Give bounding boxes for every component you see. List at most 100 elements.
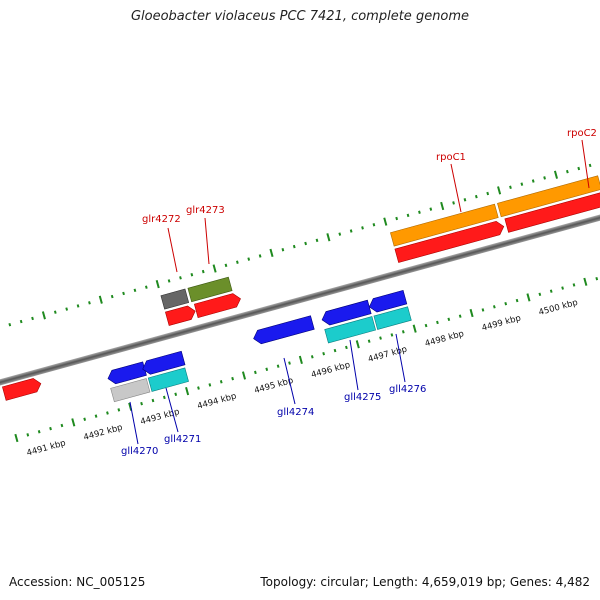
- minor-tick: [265, 367, 269, 371]
- gene-block-cyan[interactable]: [373, 306, 412, 330]
- major-tick: [71, 418, 76, 427]
- minor-tick: [140, 401, 143, 406]
- minor-tick: [504, 301, 508, 306]
- leader-line-forward: [204, 217, 210, 265]
- topology-text: Topology: circular; Length: 4,659,019 bp…: [260, 575, 590, 589]
- gene-block-cyan[interactable]: [324, 316, 377, 344]
- minor-tick: [315, 238, 319, 243]
- major-tick: [241, 371, 247, 380]
- minor-tick: [429, 207, 433, 211]
- kbp-label: 4500 kbp: [538, 298, 579, 318]
- gene-labels: glr4272 glr4273 rpoC1 rpoC2 gll4270 gll4…: [121, 128, 597, 457]
- kbp-label: 4496 kbp: [310, 360, 351, 380]
- minor-tick: [372, 223, 376, 227]
- minor-tick: [201, 269, 205, 274]
- major-tick: [269, 248, 274, 257]
- major-tick: [98, 295, 103, 304]
- minor-tick: [395, 216, 399, 221]
- gene-arrow-blue[interactable]: [320, 299, 372, 326]
- kbp-label: 4491 kbp: [26, 438, 67, 458]
- major-tick: [155, 279, 160, 289]
- gene-leader-lines: [129, 139, 590, 445]
- minor-tick: [247, 257, 251, 261]
- major-tick: [497, 186, 502, 195]
- gene-arrow-red[interactable]: [394, 220, 506, 263]
- minor-tick: [31, 316, 34, 321]
- gene-block-lightgray[interactable]: [110, 378, 151, 403]
- gene-label-glr4272[interactable]: glr4272: [142, 214, 181, 225]
- gene-label-gll4274[interactable]: gll4274: [277, 407, 314, 418]
- gene-block-olive[interactable]: [187, 276, 233, 303]
- minor-tick: [361, 226, 364, 230]
- leader-line-forward: [581, 139, 590, 189]
- major-tick: [526, 293, 531, 302]
- minor-tick: [258, 254, 262, 258]
- minor-tick: [418, 210, 421, 214]
- minor-tick: [424, 323, 428, 328]
- gene-label-gll4276[interactable]: gll4276: [389, 384, 426, 395]
- kbp-label: 4492 kbp: [83, 423, 124, 443]
- gene-block-orange[interactable]: [390, 203, 499, 247]
- gene-block-cyan[interactable]: [147, 367, 189, 392]
- map-title: Gloeobacter violaceus PCC 7421, complete…: [130, 9, 470, 24]
- minor-tick: [588, 163, 592, 168]
- leader-line-reverse: [165, 387, 179, 433]
- genome-backbone: [0, 164, 600, 436]
- minor-tick: [174, 392, 178, 396]
- minor-tick: [83, 417, 87, 421]
- forward-features: [2, 175, 600, 401]
- minor-tick: [110, 294, 114, 299]
- gene-arrow-blue[interactable]: [106, 361, 147, 386]
- leader-line-reverse: [395, 333, 406, 383]
- major-tick: [583, 277, 588, 286]
- minor-tick: [481, 308, 485, 312]
- minor-tick: [53, 310, 57, 314]
- minor-tick: [447, 317, 451, 322]
- minor-tick: [151, 398, 155, 403]
- minor-tick: [162, 395, 166, 400]
- minor-tick: [538, 292, 542, 297]
- minor-tick: [133, 288, 137, 293]
- gene-label-glr4273[interactable]: glr4273: [186, 205, 225, 216]
- gene-label-rpoC2[interactable]: rpoC2: [567, 128, 597, 139]
- gene-arrow-blue[interactable]: [252, 315, 315, 346]
- minor-tick: [26, 433, 30, 437]
- gene-label-rpoC1[interactable]: rpoC1: [436, 152, 466, 163]
- gene-arrow-red[interactable]: [193, 292, 242, 318]
- minor-tick: [515, 298, 519, 303]
- minor-tick: [179, 276, 182, 280]
- minor-tick: [572, 283, 576, 287]
- minor-tick: [8, 322, 12, 327]
- minor-tick: [94, 414, 98, 418]
- gene-block-gray[interactable]: [160, 288, 190, 310]
- gene-label-gll4271[interactable]: gll4271: [164, 434, 201, 445]
- kbp-label: 4493 kbp: [139, 407, 180, 427]
- gene-label-gll4270[interactable]: gll4270: [121, 446, 158, 457]
- minor-tick: [117, 408, 121, 412]
- gene-arrow-blue[interactable]: [141, 350, 186, 376]
- gene-arrow-red[interactable]: [504, 191, 600, 233]
- minor-tick: [401, 330, 405, 334]
- minor-tick: [236, 260, 239, 264]
- minor-tick: [254, 370, 257, 375]
- major-tick: [383, 217, 388, 226]
- major-tick: [14, 433, 19, 443]
- minor-tick: [463, 198, 467, 202]
- gene-arrow-red[interactable]: [165, 304, 197, 326]
- accession-text: Accession: NC_005125: [9, 575, 146, 589]
- leader-line-reverse: [349, 339, 359, 391]
- major-tick: [412, 324, 417, 333]
- kbp-label: 4499 kbp: [481, 313, 522, 333]
- minor-tick: [520, 182, 524, 186]
- gene-arrow-blue[interactable]: [367, 289, 408, 313]
- major-tick: [185, 387, 190, 396]
- kbp-label: 4494 kbp: [196, 391, 237, 411]
- gene-label-gll4275[interactable]: gll4275: [344, 392, 381, 403]
- major-tick: [553, 170, 559, 179]
- minor-tick: [60, 423, 64, 428]
- reverse-features: [106, 289, 412, 403]
- gene-arrow-red[interactable]: [2, 377, 42, 401]
- minor-tick: [88, 301, 91, 305]
- minor-tick: [333, 348, 337, 353]
